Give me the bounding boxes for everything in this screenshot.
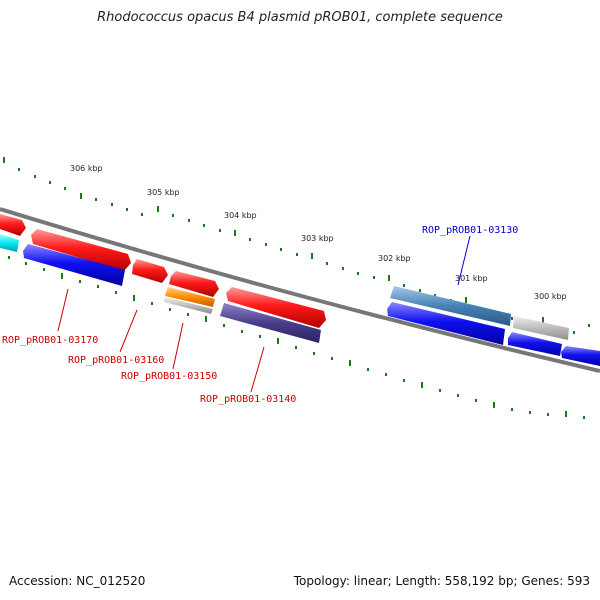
gene-label[interactable]: ROP_pROB01-03140 (200, 394, 296, 405)
genome-summary-text: Topology: linear; Length: 558,192 bp; Ge… (293, 574, 590, 588)
gene-label[interactable]: ROP_pROB01-03150 (121, 371, 217, 382)
gene-gray-forward[interactable] (513, 316, 569, 340)
gene-red-forward[interactable] (169, 271, 219, 297)
map-title: Rhodococcus opacus B4 plasmid pROB01, co… (97, 10, 503, 25)
reverse-strand-genes[interactable] (0, 234, 600, 366)
gene-blue-reverse[interactable] (387, 302, 505, 345)
gene-labels: ROP_pROB01-03170 ROP_pROB01-03160 ROP_pR… (2, 225, 518, 405)
accession-text: Accession: NC_012520 (9, 574, 146, 588)
gene-red-forward[interactable] (31, 229, 131, 271)
gene-blue-reverse[interactable] (508, 332, 562, 356)
gene-label[interactable]: ROP_pROB01-03170 (2, 335, 98, 346)
scale-label: 301 kbp (455, 274, 488, 283)
gene-steel-forward[interactable] (390, 286, 511, 326)
gene-blue-reverse[interactable] (561, 346, 600, 366)
gene-orange-reverse[interactable] (165, 287, 215, 307)
gene-gray-reverse[interactable] (164, 297, 213, 314)
scale-label: 300 kbp (534, 292, 567, 301)
gene-purple-reverse[interactable] (220, 303, 321, 343)
label-leaders (57, 235, 471, 393)
forward-strand-genes[interactable] (0, 214, 569, 340)
scale-labels: 306 kbp 305 kbp 304 kbp 303 kbp 302 kbp … (70, 164, 567, 301)
scale-label: 303 kbp (301, 234, 334, 243)
gene-label[interactable]: ROP_pROB01-03160 (68, 355, 164, 366)
scale-label: 305 kbp (147, 188, 180, 197)
scale-label: 302 kbp (378, 254, 411, 263)
gene-red-forward[interactable] (0, 214, 26, 236)
gene-red-forward[interactable] (132, 259, 168, 283)
scale-label: 304 kbp (224, 211, 257, 220)
gene-red-forward[interactable] (226, 287, 326, 328)
sequence-backbone (0, 207, 600, 373)
gene-label[interactable]: ROP_pROB01-03130 (422, 225, 518, 236)
outer-scale-ticks (8, 256, 585, 419)
gene-blue-reverse[interactable] (23, 244, 125, 286)
gene-cyan-reverse[interactable] (0, 234, 19, 252)
scale-label: 306 kbp (70, 164, 103, 173)
